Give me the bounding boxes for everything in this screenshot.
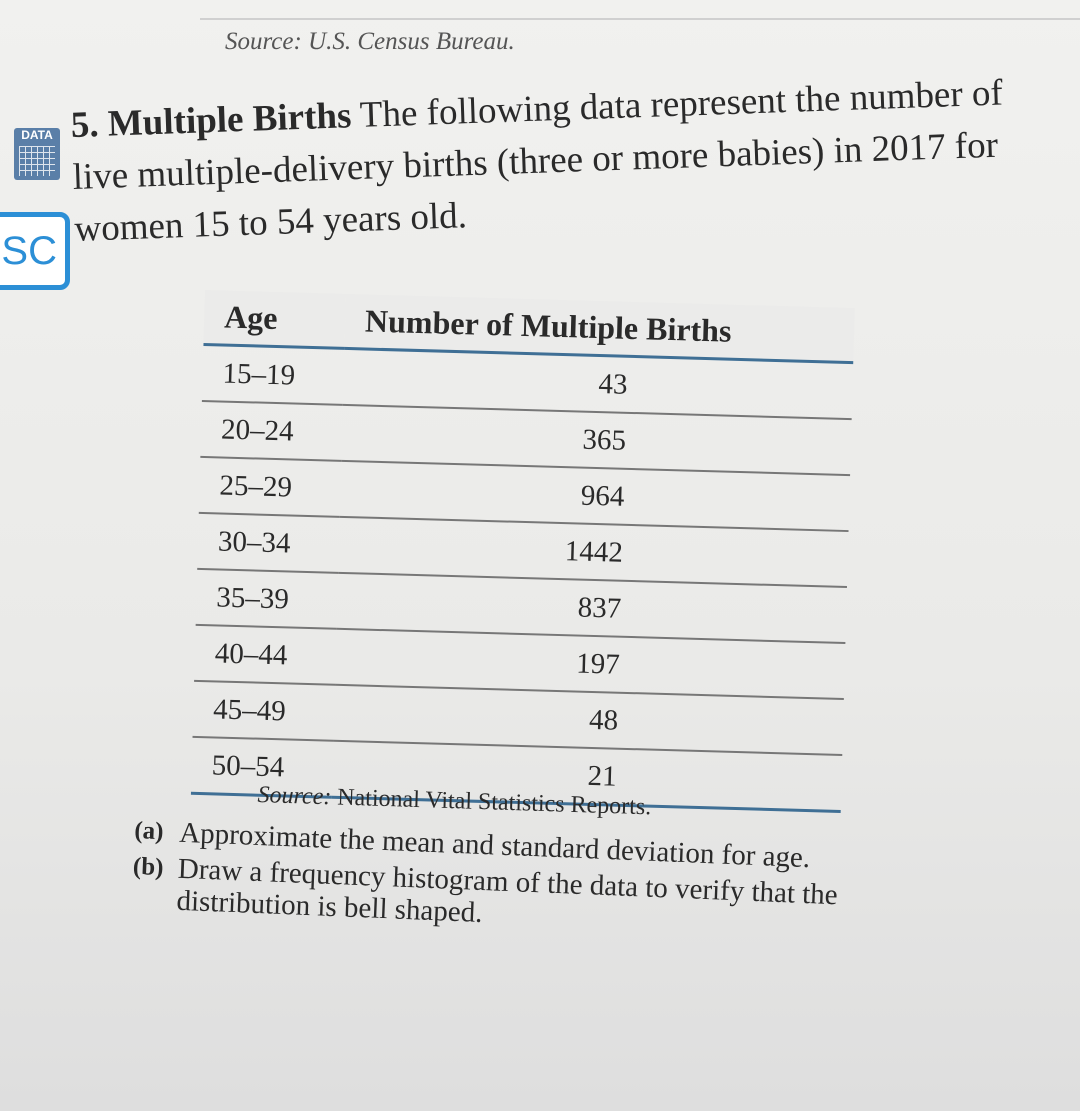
age-cell: 20–24 <box>200 400 343 461</box>
problem: 5. Multiple Births The following data re… <box>70 66 1055 256</box>
top-source: Source: U.S. Census Bureau. <box>225 28 515 55</box>
problem-number: 5. <box>70 104 100 146</box>
age-cell: 25–29 <box>198 456 342 517</box>
problem-title: Multiple Births <box>107 95 353 145</box>
header: Age <box>203 290 346 349</box>
age-cell: 45–49 <box>192 680 335 741</box>
question-label: (a) <box>133 816 165 846</box>
age-cell: 40–44 <box>194 624 337 685</box>
source-label: Source: <box>257 782 332 811</box>
age-cell: 30–34 <box>197 512 340 573</box>
badge-grid <box>19 146 55 176</box>
questions: (a) Approximate the mean and standard dev… <box>131 815 955 952</box>
data-badge: DATA <box>14 128 60 180</box>
table: Age Number of Multiple Births 15–19 43 20–2… <box>190 290 855 813</box>
sc-badge: SC <box>0 212 70 290</box>
rule <box>200 18 1080 20</box>
table-wrap: Age Number of Multiple Births 15–19 43 20–2… <box>190 290 855 813</box>
age-cell: 15–19 <box>201 344 345 405</box>
age-cell: 35–39 <box>195 568 339 629</box>
data-badge-label: DATA <box>21 128 53 142</box>
question-label: (b) <box>132 852 165 882</box>
